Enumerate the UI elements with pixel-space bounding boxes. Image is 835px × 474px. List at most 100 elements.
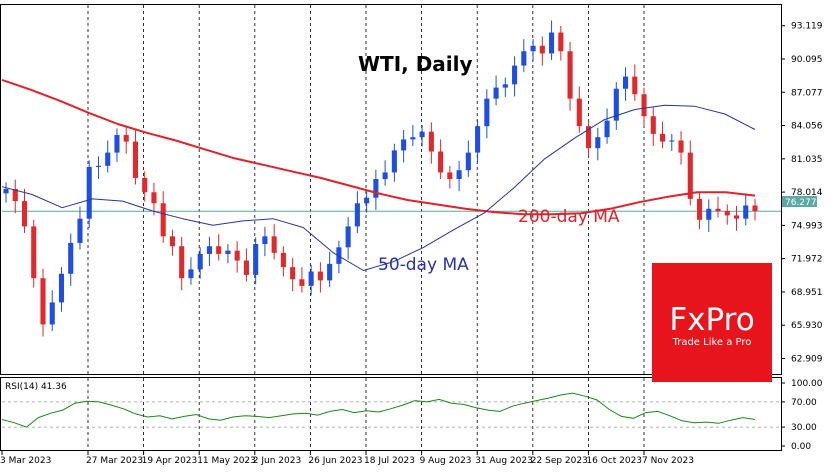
candle-body [465, 152, 471, 171]
logo-tagline: Trade Like a Pro [672, 337, 752, 348]
candle-body [724, 210, 730, 216]
candle-body [632, 76, 638, 95]
candle-body [696, 198, 703, 220]
candle-body [280, 252, 286, 268]
candle-body [317, 271, 323, 281]
candle-body [354, 203, 360, 227]
price-tick-label: 62.909 [791, 354, 823, 364]
price-tick-label: 81.035 [791, 155, 823, 165]
candle-body [401, 139, 407, 151]
price-tick-label: 93.119 [791, 22, 823, 32]
candle-body [262, 236, 268, 245]
price-tick-label: 84.056 [791, 122, 823, 132]
rsi-tick-label: 100.00 [791, 379, 823, 389]
candle-body [160, 203, 166, 237]
candles [3, 20, 758, 337]
candle-body [345, 226, 351, 248]
candle-body [382, 172, 388, 180]
candle-body [12, 188, 18, 202]
candle-body [428, 131, 434, 152]
rsi-tick-label: 30.00 [791, 423, 817, 433]
candle-body [743, 205, 749, 219]
rsi-panel-frame [0, 377, 782, 451]
time-tick-label: 7 Nov 2023 [642, 456, 694, 466]
ma50-line [1, 104, 756, 271]
rsi-tick-label: 0.00 [791, 442, 811, 452]
candle-body [641, 94, 647, 117]
candle-body [271, 236, 277, 253]
candle-body [151, 192, 157, 204]
candle-body [95, 165, 102, 167]
candle-body [715, 208, 721, 211]
fxpro-logo: FxPro Trade Like a Pro [652, 263, 772, 382]
candle-body [752, 205, 758, 211]
price-axis: 93.119 90.095 87.077 84.056 81.035 78.014 74.9… [781, 22, 823, 364]
time-tick-label: 11 May 2023 [197, 456, 256, 466]
candle-body [706, 208, 712, 220]
candle-body [216, 246, 222, 254]
price-tick-label: 87.077 [791, 88, 823, 98]
candle-body [299, 279, 305, 286]
candle-body [484, 98, 490, 127]
candle-body [733, 215, 740, 219]
candle-body [438, 151, 444, 173]
candle-body [114, 134, 120, 153]
candle-body [576, 98, 582, 127]
price-tick-label: 74.993 [791, 221, 823, 231]
price-tick-label: 78.014 [791, 188, 823, 198]
rsi-tick-label: 70.00 [791, 398, 817, 408]
price-tag-text: 76.277 [785, 198, 817, 208]
candle-body [456, 170, 462, 180]
candle-body [105, 152, 111, 166]
time-tick-label: 2 Jun 2023 [253, 456, 301, 466]
candle-body [364, 197, 370, 204]
candle-body [58, 273, 65, 303]
candle-body [3, 188, 9, 194]
chart-title: WTI, Daily [358, 52, 473, 76]
candle-body [86, 166, 92, 219]
candle-body [197, 253, 203, 270]
candle-body [549, 32, 555, 54]
candle-body [502, 84, 508, 88]
candle-body [40, 278, 46, 325]
logo-brand: FxPro [669, 302, 754, 338]
price-tick-label: 65.930 [791, 321, 823, 331]
candle-body [669, 140, 675, 142]
candle-body [659, 133, 666, 142]
candle-body [49, 302, 55, 325]
rsi-label: RSI(14) 41.36 [5, 382, 67, 392]
candle-body [419, 131, 425, 138]
candle-body [613, 88, 619, 121]
candle-body [521, 51, 527, 66]
rsi-axis: 100.00 70.00 30.00 0.00 [781, 379, 823, 452]
candle-body [234, 250, 240, 261]
ma200-label: 200-day MA [518, 207, 620, 227]
ma200-line [1, 78, 756, 216]
candle-body [290, 267, 296, 280]
candle-body [132, 141, 138, 178]
time-tick-label: 16 Oct 2023 [586, 456, 642, 466]
time-tick-label: 26 Jun 2023 [308, 456, 362, 466]
ma50-label: 50-day MA [378, 255, 469, 275]
time-tick-label: 19 Apr 2023 [142, 456, 198, 466]
time-tick-label: 31 Aug 2023 [475, 456, 533, 466]
candle-body [253, 244, 259, 275]
candle-body [391, 150, 397, 173]
candle-body [678, 140, 684, 153]
candle-body [225, 250, 231, 254]
rsi-series [1, 392, 781, 428]
candle-body [410, 137, 416, 140]
candle-body [539, 45, 545, 54]
price-tick-label: 68.951 [791, 288, 823, 298]
time-tick-label: 9 Aug 2023 [420, 456, 472, 466]
candle-body [623, 76, 629, 89]
price-tag-box [782, 196, 817, 207]
candle-body [604, 120, 610, 138]
candle-body [687, 152, 693, 199]
candle-body [206, 246, 212, 254]
candle-body [447, 172, 453, 180]
price-tick-label: 90.095 [791, 55, 823, 65]
